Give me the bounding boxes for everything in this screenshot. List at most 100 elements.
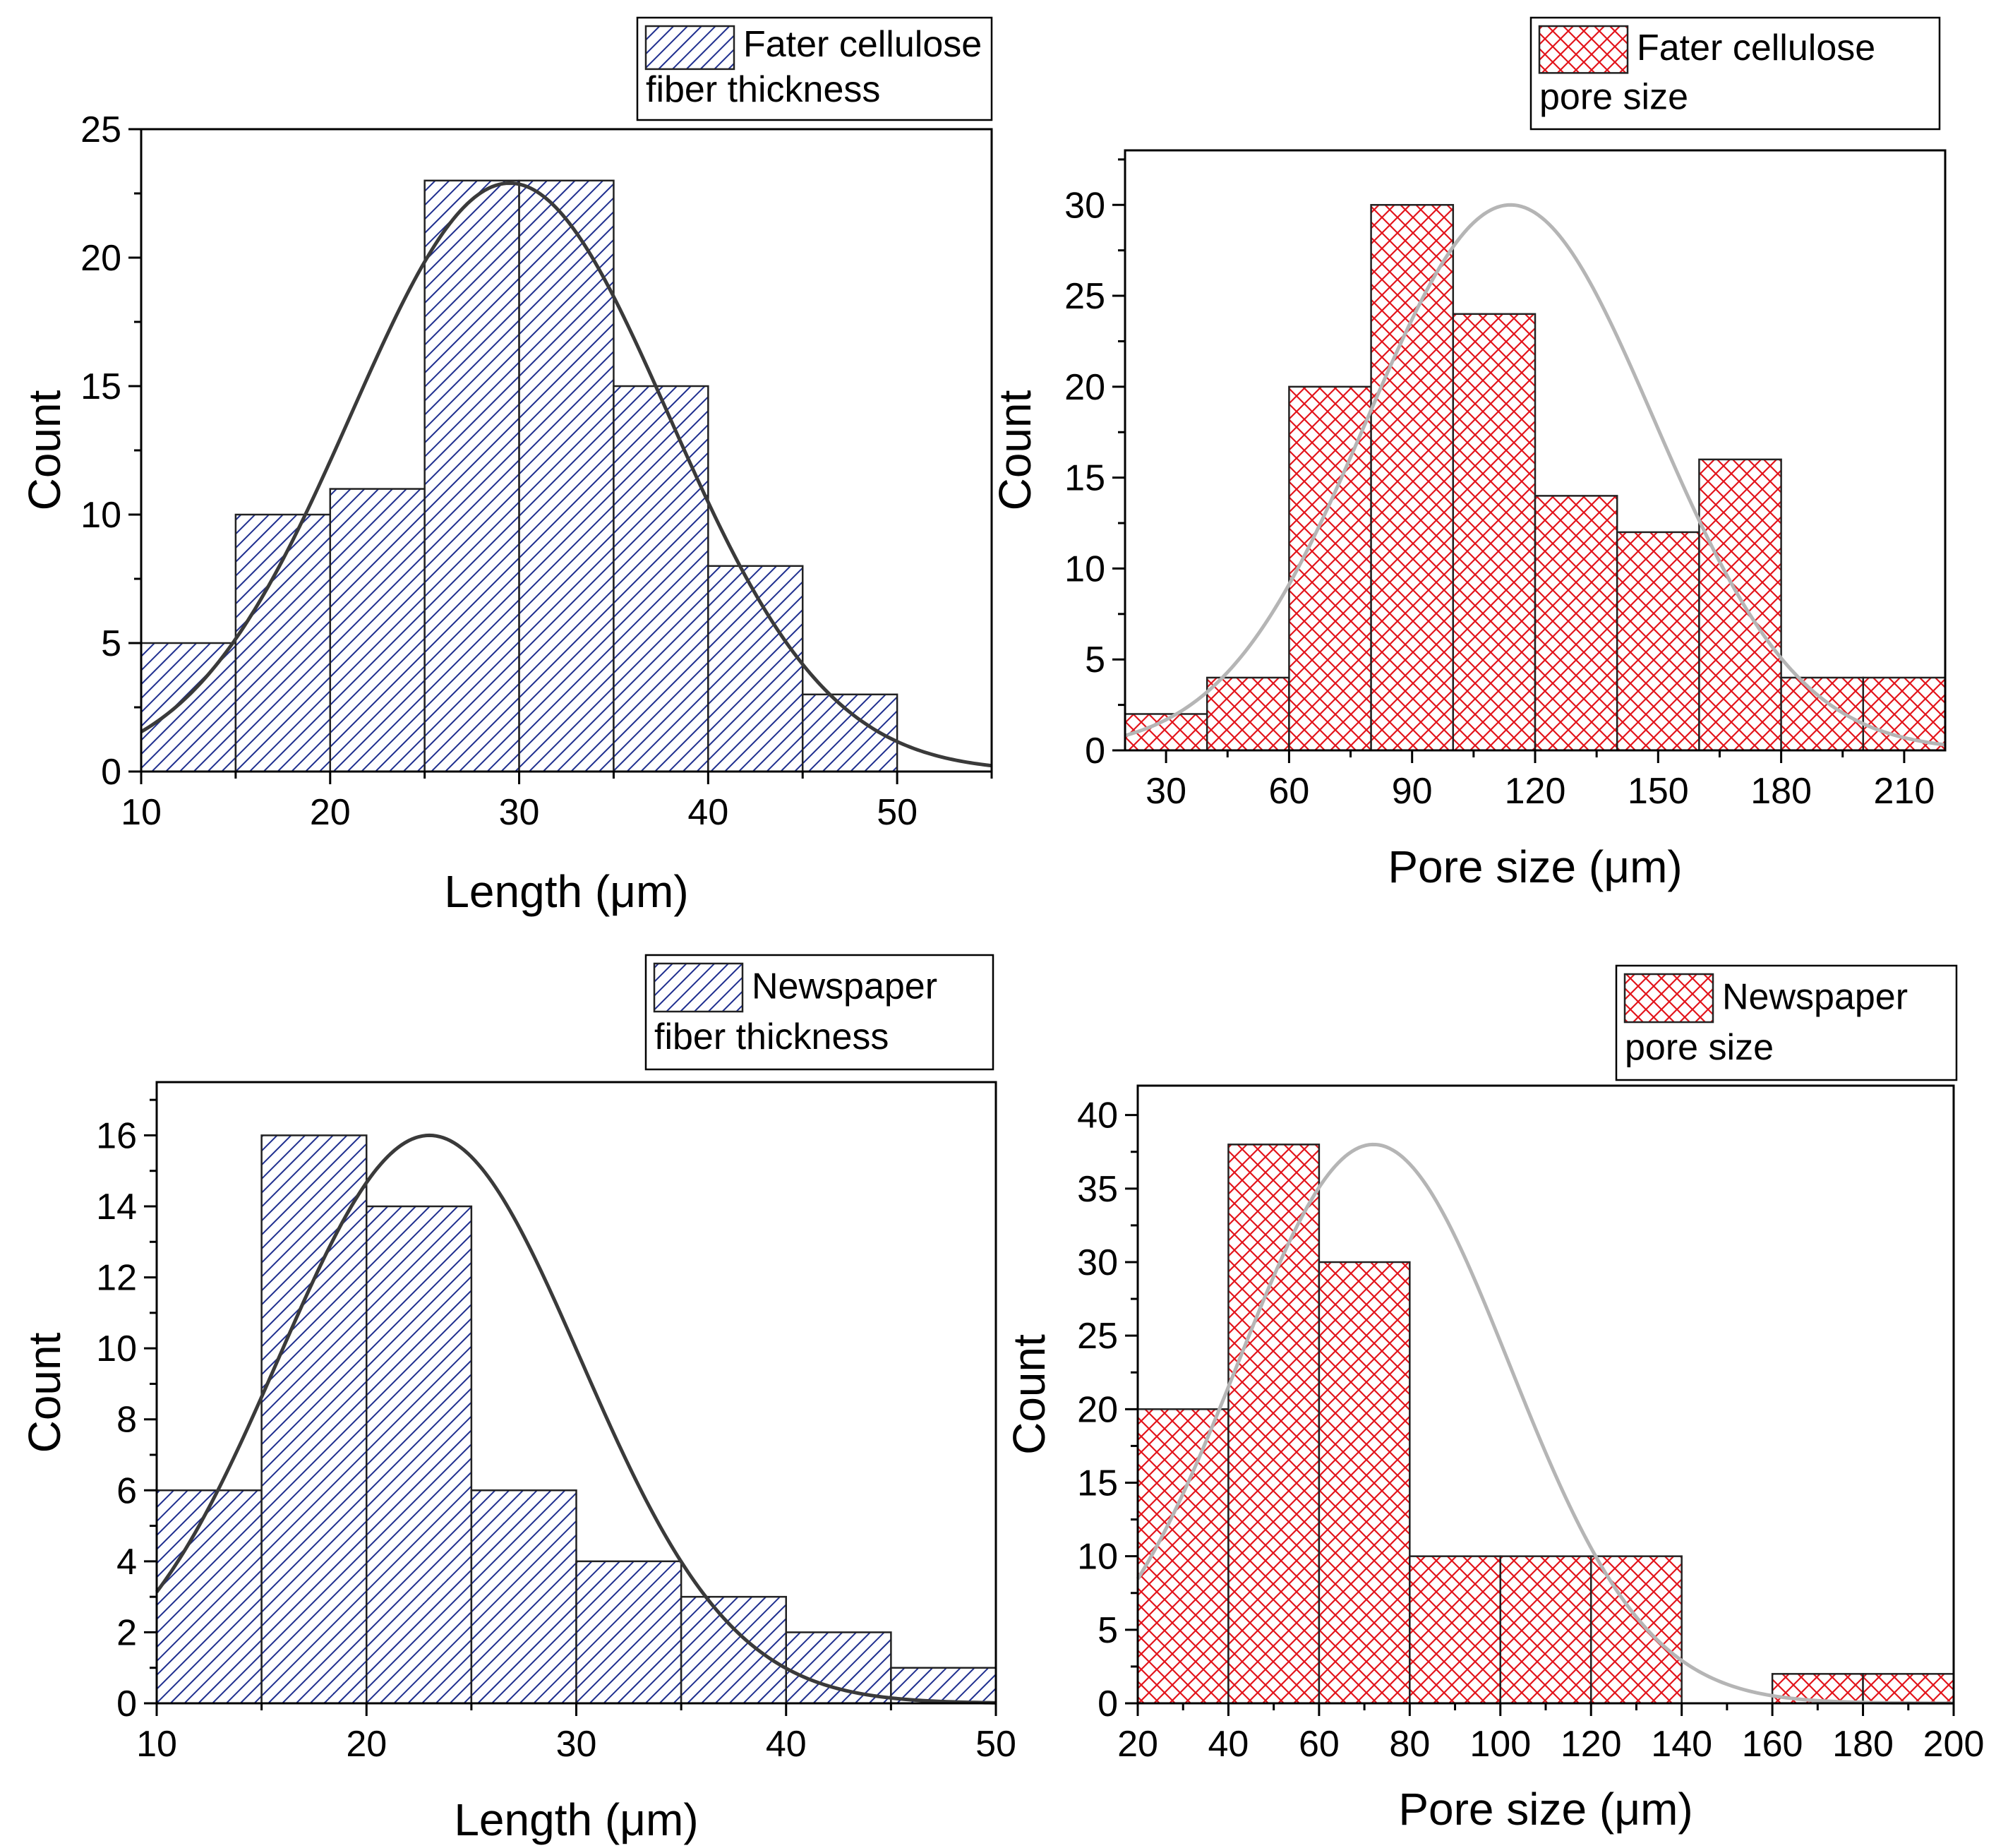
x-tick-label: 30: [556, 1724, 597, 1765]
bar-180-200: [1862, 1673, 1955, 1705]
bar-10-15: [155, 1489, 263, 1705]
x-tick-label: 40: [1208, 1724, 1249, 1765]
bar-120-140: [1534, 495, 1618, 752]
x-tick-label: 150: [1628, 771, 1689, 812]
y-tick-label: 5: [1085, 640, 1105, 680]
x-tick-label: 180: [1750, 771, 1812, 812]
legend-label-line1: Fater cellulose: [743, 24, 982, 65]
bar-series: [155, 1134, 997, 1705]
legend-label-line2: fiber thickness: [646, 69, 880, 110]
bar-160-180: [1698, 458, 1782, 752]
y-tick-label: 25: [1064, 276, 1105, 317]
bar-40-60: [1206, 676, 1290, 752]
y-tick-label: 15: [1064, 458, 1105, 499]
chart-newspaper-pore: 20 40 60 80 100 120 140 160 180 200 0 5 10 15 20 25 30 35…: [1004, 964, 1984, 1835]
x-tick-label: 40: [766, 1724, 807, 1765]
bar-40-60: [1227, 1144, 1321, 1705]
x-tick-label: 20: [1117, 1724, 1158, 1765]
gaussian-fit-curve: [155, 1133, 997, 1705]
y-tick-label: 2: [116, 1612, 137, 1653]
bar-30-35: [575, 1560, 683, 1705]
x-axis-title: Pore size (μm): [1388, 841, 1682, 892]
x-axis-title: Length (μm): [444, 866, 688, 917]
bar-15-20: [234, 513, 332, 773]
y-tick-label: 20: [1064, 367, 1105, 408]
bar-80-100: [1370, 204, 1455, 752]
bar-80-100: [1409, 1555, 1502, 1705]
bar-15-20: [260, 1134, 368, 1705]
legend-label-line1: Newspaper: [752, 966, 937, 1007]
bar-25-30: [423, 179, 520, 773]
y-tick-label: 25: [1077, 1316, 1118, 1357]
x-tick-label: 90: [1392, 771, 1433, 812]
legend-swatch: [1538, 25, 1629, 74]
x-tick-label: 120: [1505, 771, 1566, 812]
bar-45-50: [890, 1667, 997, 1705]
y-tick-label: 10: [1077, 1537, 1118, 1578]
y-tick-label: 20: [1077, 1389, 1118, 1430]
y-tick-label: 40: [1077, 1096, 1118, 1136]
y-tick-label: 6: [116, 1470, 137, 1511]
bar-35-40: [613, 385, 709, 773]
chart-newspaper-thickness: 10 20 30 40 50 0 2 4 6 8 10 12 14 16 Length (μm) Count N…: [19, 954, 1016, 1845]
bar-series: [1136, 1144, 1955, 1705]
y-tick-label: 15: [80, 366, 121, 407]
bar-10-15: [140, 642, 237, 773]
y-tick-label: 15: [1077, 1463, 1118, 1504]
y-axis-title: Count: [19, 390, 70, 510]
bar-60-80: [1318, 1261, 1411, 1705]
bar-120-140: [1589, 1555, 1683, 1705]
y-tick-label: 12: [96, 1258, 137, 1299]
legend-swatch: [644, 25, 735, 71]
bar-100-120: [1452, 313, 1537, 752]
y-tick-label: 10: [96, 1328, 137, 1369]
legend-label-line2: pore size: [1539, 77, 1688, 118]
gaussian-fit-curve: [140, 181, 992, 768]
legend: Newspaper pore size: [1615, 964, 1958, 1081]
gaussian-fit-curve: [1124, 203, 1946, 747]
legend-label-line1: Newspaper: [1722, 977, 1908, 1018]
y-tick-label: 10: [1064, 548, 1105, 589]
y-tick-label: 30: [1064, 185, 1105, 226]
y-tick-label: 35: [1077, 1169, 1118, 1210]
legend-label-line2: fiber thickness: [654, 1016, 889, 1057]
x-axis-title: Length (μm): [454, 1794, 698, 1845]
y-tick-label: 8: [116, 1400, 137, 1441]
y-tick-label: 0: [1085, 731, 1105, 772]
bar-35-40: [680, 1595, 787, 1705]
bar-180-200: [1780, 676, 1865, 752]
chart-fater-thickness: 10 20 30 40 50 0 5 10 15 20 25 Length (μm) Count Fate…: [19, 16, 993, 917]
x-tick-label: 30: [499, 792, 540, 833]
y-tick-label: 0: [101, 752, 121, 793]
x-tick-label: 160: [1742, 1724, 1803, 1765]
bar-40-45: [707, 565, 804, 773]
x-tick-label: 40: [687, 792, 728, 833]
x-tick-label: 120: [1561, 1724, 1622, 1765]
legend-swatch: [1623, 973, 1714, 1024]
y-tick-label: 5: [1098, 1610, 1118, 1651]
bar-40-45: [785, 1631, 892, 1705]
bar-60-80: [1288, 385, 1372, 752]
x-tick-label: 20: [346, 1724, 387, 1765]
y-tick-label: 4: [116, 1542, 137, 1583]
y-tick-label: 5: [101, 623, 121, 664]
legend-swatch: [653, 962, 744, 1013]
y-tick-label: 20: [80, 238, 121, 279]
bar-140-160: [1616, 531, 1700, 752]
y-tick-label: 0: [1098, 1684, 1118, 1724]
x-tick-label: 50: [975, 1724, 1016, 1765]
bar-20-25: [329, 488, 426, 773]
y-tick-label: 30: [1077, 1242, 1118, 1283]
x-tick-label: 30: [1146, 771, 1186, 812]
gaussian-fit-curve: [1136, 1142, 1954, 1705]
y-axis-title: Count: [19, 1332, 70, 1453]
legend-label-line1: Fater cellulose: [1637, 28, 1875, 68]
chart-fater-pore: 30 60 90 120 150 180 210 0 5 10 15 20 25 30 Pore size …: [990, 16, 1947, 892]
x-tick-label: 10: [121, 792, 162, 833]
x-tick-label: 80: [1389, 1724, 1430, 1765]
y-tick-label: 0: [116, 1684, 137, 1724]
y-tick-label: 25: [80, 109, 121, 150]
